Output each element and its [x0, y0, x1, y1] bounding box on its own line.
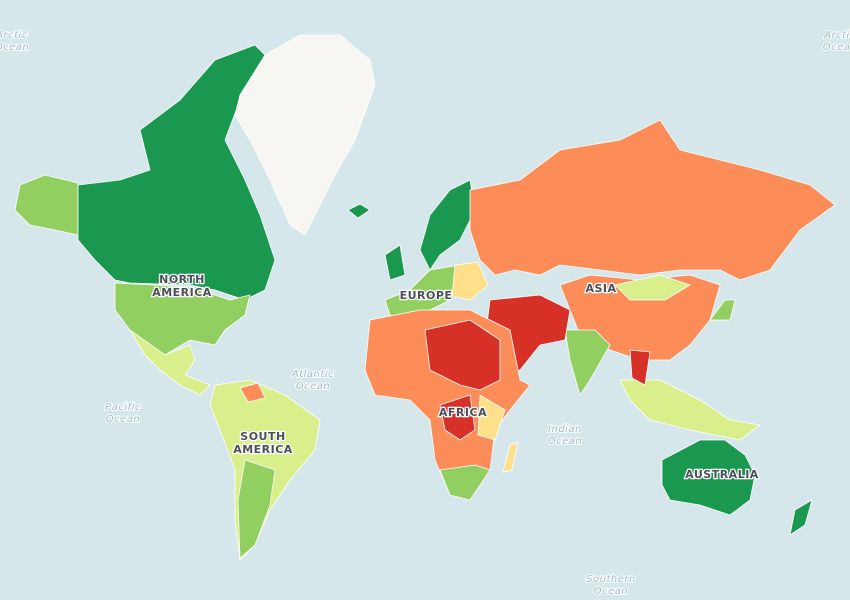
india — [564, 329, 611, 396]
iceland — [347, 203, 371, 219]
continent-label: AUSTRALIA — [685, 468, 759, 481]
greenland — [234, 34, 376, 236]
continent-label: SOUTH — [240, 430, 285, 443]
ocean-label: Ocean — [548, 436, 583, 447]
continent-label: NORTH — [159, 273, 205, 286]
uk — [384, 244, 406, 281]
new-zealand — [789, 499, 813, 536]
ocean-label: Arctic — [0, 30, 28, 41]
southeast-asia — [619, 379, 761, 441]
central-africa — [439, 394, 476, 441]
ocean-label: Ocean — [823, 42, 850, 53]
ocean-label: Ocean — [296, 381, 331, 392]
argentina — [237, 459, 276, 559]
continent-label: ASIA — [585, 282, 616, 295]
continent-label: EUROPE — [400, 289, 453, 302]
ocean-label: Ocean — [594, 586, 629, 597]
ocean-label: Indian — [548, 424, 582, 435]
australia — [661, 439, 756, 516]
ocean-label: Ocean — [106, 414, 141, 425]
continent-label: AMERICA — [233, 443, 293, 456]
southern-africa — [439, 464, 491, 501]
ocean-label: Atlantic — [291, 369, 334, 380]
russia — [469, 119, 836, 281]
eastern-europe — [451, 261, 489, 301]
labels: ArcticOceanArcticOceanAtlanticOceanPacif… — [0, 29, 850, 598]
ocean-label: Southern — [586, 574, 636, 585]
east-africa — [477, 394, 506, 441]
ocean-label: Pacific — [105, 402, 141, 413]
central-america — [129, 329, 211, 396]
sahel — [424, 319, 501, 391]
venezuela — [239, 382, 266, 403]
land — [14, 34, 836, 561]
japan — [709, 299, 736, 321]
indochina — [629, 349, 651, 386]
continent-label: AMERICA — [152, 286, 212, 299]
madagascar — [502, 441, 519, 473]
ocean-label: Arctic — [823, 30, 850, 41]
mongolia — [614, 274, 691, 301]
ocean-label: Ocean — [0, 42, 29, 53]
alaska — [14, 174, 79, 236]
continent-label: AFRICA — [439, 406, 487, 419]
canada — [77, 44, 276, 301]
